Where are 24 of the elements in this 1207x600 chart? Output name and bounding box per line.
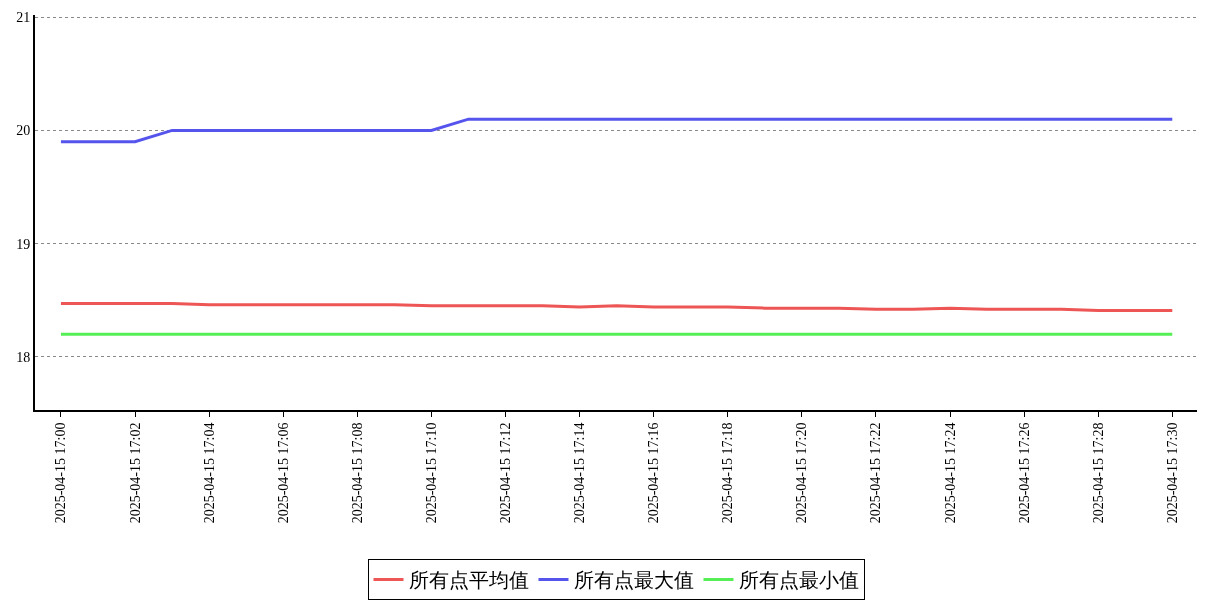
x-tick-label: 2025-04-15 17:30: [1164, 422, 1180, 524]
x-tick-label: 2025-04-15 17:22: [868, 422, 884, 524]
legend-label: 所有点最大值: [573, 569, 694, 592]
x-tick-label: 2025-04-15 17:00: [53, 422, 69, 524]
x-tick-label: 2025-04-15 17:26: [1016, 422, 1032, 524]
y-tick-label: 19: [16, 236, 31, 252]
y-tick-label: 21: [16, 10, 31, 26]
x-tick-label: 2025-04-15 17:20: [794, 422, 810, 524]
x-tick-label: 2025-04-15 17:08: [349, 422, 365, 524]
y-tick-label: 20: [16, 123, 31, 139]
y-tick-label: 18: [16, 349, 31, 365]
line-series: [59, 302, 1174, 312]
x-tick-label: 2025-04-15 17:28: [1090, 422, 1106, 524]
legend-label: 所有点最小值: [738, 569, 859, 592]
legend-label: 所有点平均值: [408, 569, 529, 592]
x-tick-label: 2025-04-15 17:18: [720, 422, 736, 524]
x-tick-label: 2025-04-15 17:02: [127, 422, 143, 524]
x-tick-label: 2025-04-15 17:12: [498, 422, 514, 524]
x-tick-label: 2025-04-15 17:14: [572, 422, 588, 524]
x-tick-label: 2025-04-15 17:10: [423, 422, 439, 524]
x-tick-label: 2025-04-15 17:24: [942, 422, 958, 524]
x-tick-label: 2025-04-15 17:16: [646, 422, 662, 524]
x-tick-label: 2025-04-15 17:04: [201, 422, 217, 524]
x-tick-label: 2025-04-15 17:06: [275, 422, 291, 524]
